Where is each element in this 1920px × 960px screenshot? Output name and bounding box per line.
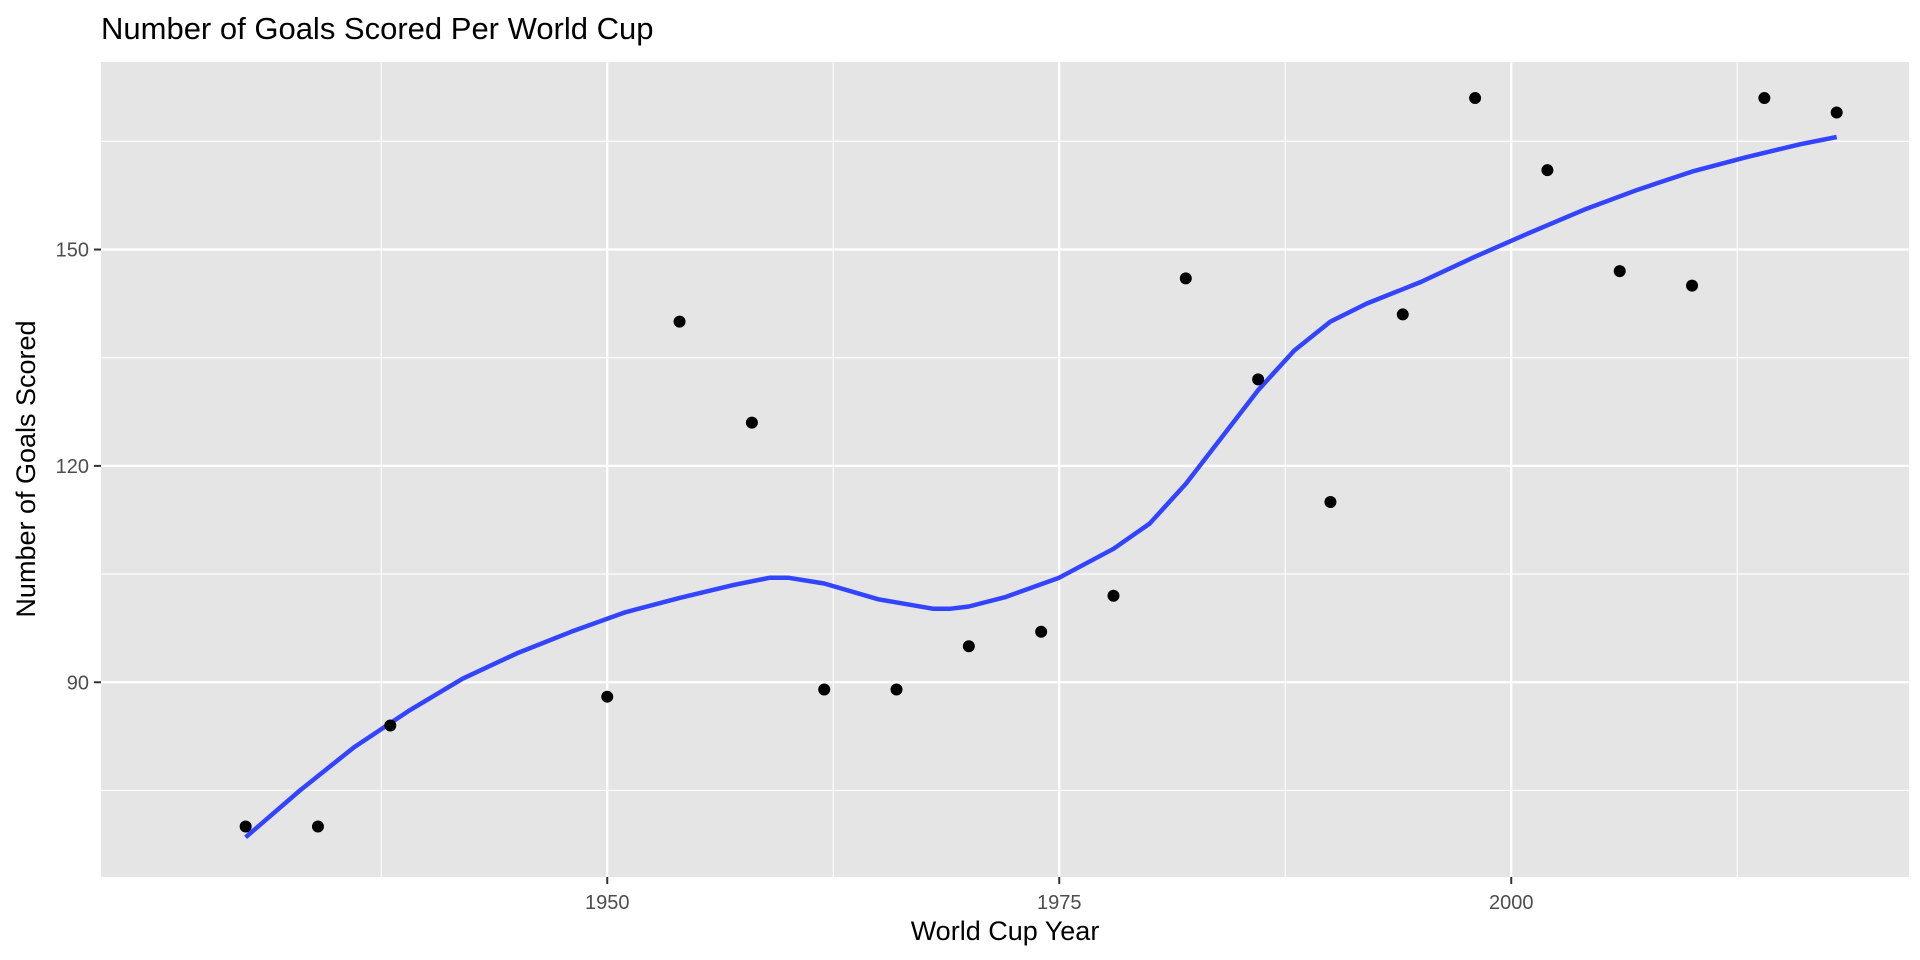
smooth-line-layer — [244, 134, 1838, 840]
minor-gridlines — [101, 62, 1909, 877]
chart-title: Number of Goals Scored Per World Cup — [101, 11, 654, 46]
data-point — [384, 719, 397, 732]
data-point — [1252, 373, 1265, 386]
data-point — [311, 820, 324, 833]
data-point — [1613, 265, 1626, 278]
data-point — [1469, 92, 1482, 105]
major-gridlines — [101, 62, 1909, 877]
tick-labels: 1950 1975 2000 90 120 150 — [56, 240, 1534, 914]
points-layer — [239, 92, 1843, 833]
data-point — [1035, 625, 1048, 638]
data-point — [1107, 589, 1120, 602]
plot-panel — [101, 62, 1909, 877]
data-point — [1686, 279, 1699, 292]
smooth-trend-line — [244, 134, 1838, 840]
data-point — [1324, 495, 1337, 508]
data-point — [1758, 92, 1771, 105]
data-point — [745, 416, 758, 429]
x-tick-label: 1950 — [585, 892, 630, 914]
data-point — [890, 683, 903, 696]
data-point — [1541, 164, 1554, 177]
y-axis-title: Number of Goals Scored — [11, 320, 41, 617]
x-tick-label: 2000 — [1489, 892, 1534, 914]
x-tick-label: 1975 — [1037, 892, 1082, 914]
data-point — [962, 640, 975, 653]
data-point — [818, 683, 831, 696]
data-point — [1179, 272, 1192, 285]
x-axis-title: World Cup Year — [911, 916, 1100, 946]
data-point — [1396, 308, 1409, 321]
data-point — [239, 820, 252, 833]
y-tick-label: 120 — [56, 456, 89, 478]
data-point — [601, 690, 614, 703]
data-point — [673, 315, 686, 328]
y-tick-label: 150 — [56, 240, 89, 262]
axis-ticks — [94, 248, 1513, 884]
data-point — [1830, 106, 1843, 119]
y-tick-label: 90 — [67, 672, 89, 694]
